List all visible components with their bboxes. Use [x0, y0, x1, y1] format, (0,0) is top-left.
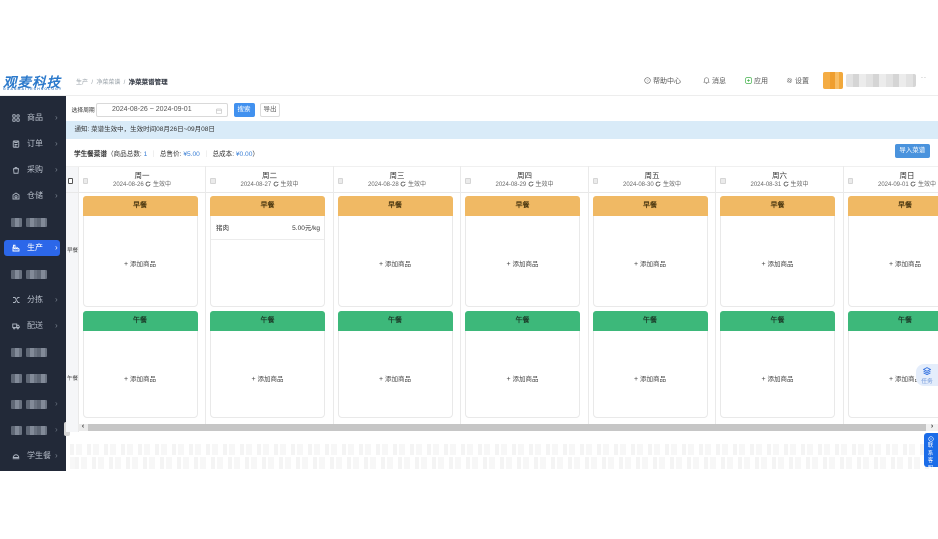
svg-text:?: ? [646, 78, 649, 83]
